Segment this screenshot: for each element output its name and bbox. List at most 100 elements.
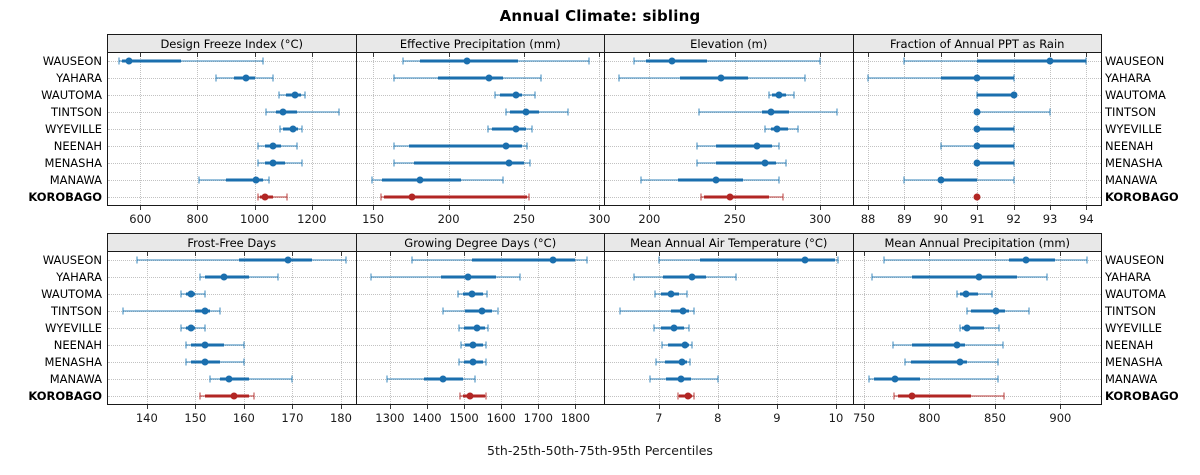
whisker-cap-low xyxy=(494,91,497,99)
axis-tick-label: 91 xyxy=(969,212,985,226)
tick-mark-bottom xyxy=(427,405,428,409)
whisker-cap-low xyxy=(459,392,462,400)
grid-hline xyxy=(605,277,853,279)
median-dot xyxy=(973,125,981,133)
tick-mark-bottom xyxy=(501,405,503,409)
median-dot xyxy=(712,176,720,184)
median-dot xyxy=(801,256,809,264)
whisker-cap-low xyxy=(121,307,124,315)
whisker-cap-high xyxy=(485,392,487,400)
grid-hline xyxy=(853,361,1101,363)
whisker-cap-high xyxy=(778,142,781,150)
axis-tick-label: 9 xyxy=(773,411,781,425)
whisker-cap-high xyxy=(486,290,489,298)
axis-tick-label: 150 xyxy=(184,411,207,425)
whisker-cap-low xyxy=(633,57,636,65)
percentile-core xyxy=(383,195,528,199)
whisker-cap-high xyxy=(587,57,590,65)
whisker-cap-low xyxy=(697,108,700,116)
median-dot xyxy=(225,375,233,383)
median-dot xyxy=(512,91,520,99)
median-dot xyxy=(677,375,685,383)
whisker-cap-low xyxy=(648,375,651,383)
whisker-cap-high xyxy=(527,193,530,201)
grid-hline xyxy=(108,328,356,329)
percentile-tail xyxy=(619,310,694,313)
whisker-cap-low xyxy=(257,159,260,167)
whisker-cap-low xyxy=(939,142,942,150)
percentile-core xyxy=(413,161,524,165)
median-dot xyxy=(439,375,447,383)
axis-tick-label: 1300 xyxy=(375,411,405,425)
whisker-cap-high xyxy=(204,324,207,332)
median-dot xyxy=(670,324,678,332)
site-label-right: WAUSEON xyxy=(1105,54,1165,69)
tick-mark-top xyxy=(820,53,822,57)
whisker-cap-high xyxy=(997,324,1000,332)
site-label-left: NEENAH xyxy=(53,138,102,153)
whisker-cap-high xyxy=(485,358,487,366)
whisker-cap-low xyxy=(197,176,200,184)
whisker-cap-low xyxy=(456,290,459,298)
median-dot xyxy=(1022,256,1030,264)
grid-hline xyxy=(605,395,853,397)
whisker-cap-high xyxy=(518,273,521,281)
site-label-left: KOROBAGO xyxy=(28,388,102,403)
tick-mark-top xyxy=(904,53,906,57)
panel-strip-title: Design Freeze Index (°C) xyxy=(160,36,304,51)
whisker-cap-low xyxy=(278,125,281,133)
percentile-core xyxy=(898,394,972,398)
percentile-core xyxy=(239,258,312,262)
whisker-cap-high xyxy=(803,74,806,82)
percentile-core xyxy=(462,394,485,398)
median-dot xyxy=(125,57,133,65)
site-label-left: TINTSON xyxy=(51,304,102,319)
tick-mark-top xyxy=(649,53,651,57)
grid-hline xyxy=(605,294,853,296)
whisker-cap-high xyxy=(1012,74,1015,82)
tick-mark-top xyxy=(146,252,148,256)
whisker-cap-low xyxy=(958,324,961,332)
median-dot xyxy=(512,125,520,133)
tick-mark-bottom xyxy=(373,206,375,210)
whisker-cap-low xyxy=(385,375,388,383)
whisker-cap-high xyxy=(1012,142,1015,150)
whisker-cap-low xyxy=(458,324,461,332)
percentile-core xyxy=(704,195,769,199)
tick-mark-bottom xyxy=(868,206,870,210)
percentile-core xyxy=(977,144,1014,148)
grid-hline xyxy=(108,294,356,296)
grid-hline xyxy=(108,162,356,164)
axis-tick-label: 200 xyxy=(638,212,661,226)
percentile-tail xyxy=(265,111,339,114)
grid-hline xyxy=(853,179,1101,181)
whisker-cap-high xyxy=(301,159,304,167)
site-label-right: MANAWA xyxy=(1105,371,1158,386)
median-dot xyxy=(269,159,277,167)
axis-tick-label: 150 xyxy=(362,212,385,226)
tick-mark-top xyxy=(929,252,931,256)
whisker-cap-low xyxy=(955,290,958,298)
tick-mark-bottom xyxy=(292,405,294,409)
site-label-right: WYEVILLE xyxy=(1105,321,1163,335)
tick-mark-top xyxy=(994,252,996,256)
tick-mark-top xyxy=(340,252,342,256)
panel: 600 800 1000 1200 xyxy=(108,53,357,226)
tick-mark-top xyxy=(940,53,942,57)
tick-mark-top xyxy=(863,252,865,256)
percentile-core xyxy=(715,161,776,165)
percentile-core xyxy=(715,144,773,148)
tick-mark-bottom xyxy=(994,405,996,409)
whisker-cap-high xyxy=(692,392,695,400)
median-dot xyxy=(201,358,209,366)
whisker-cap-low xyxy=(677,392,680,400)
median-dot xyxy=(761,159,769,167)
panel-strip-title: Elevation (m) xyxy=(690,36,768,51)
whisker-cap-high xyxy=(530,125,533,133)
whisker-cap-low xyxy=(618,307,621,315)
axis-tick-label: 93 xyxy=(1042,212,1058,226)
grid-hline xyxy=(605,95,853,97)
median-dot xyxy=(463,57,471,65)
whisker-cap-high xyxy=(529,159,532,167)
tick-mark-top xyxy=(292,252,294,256)
